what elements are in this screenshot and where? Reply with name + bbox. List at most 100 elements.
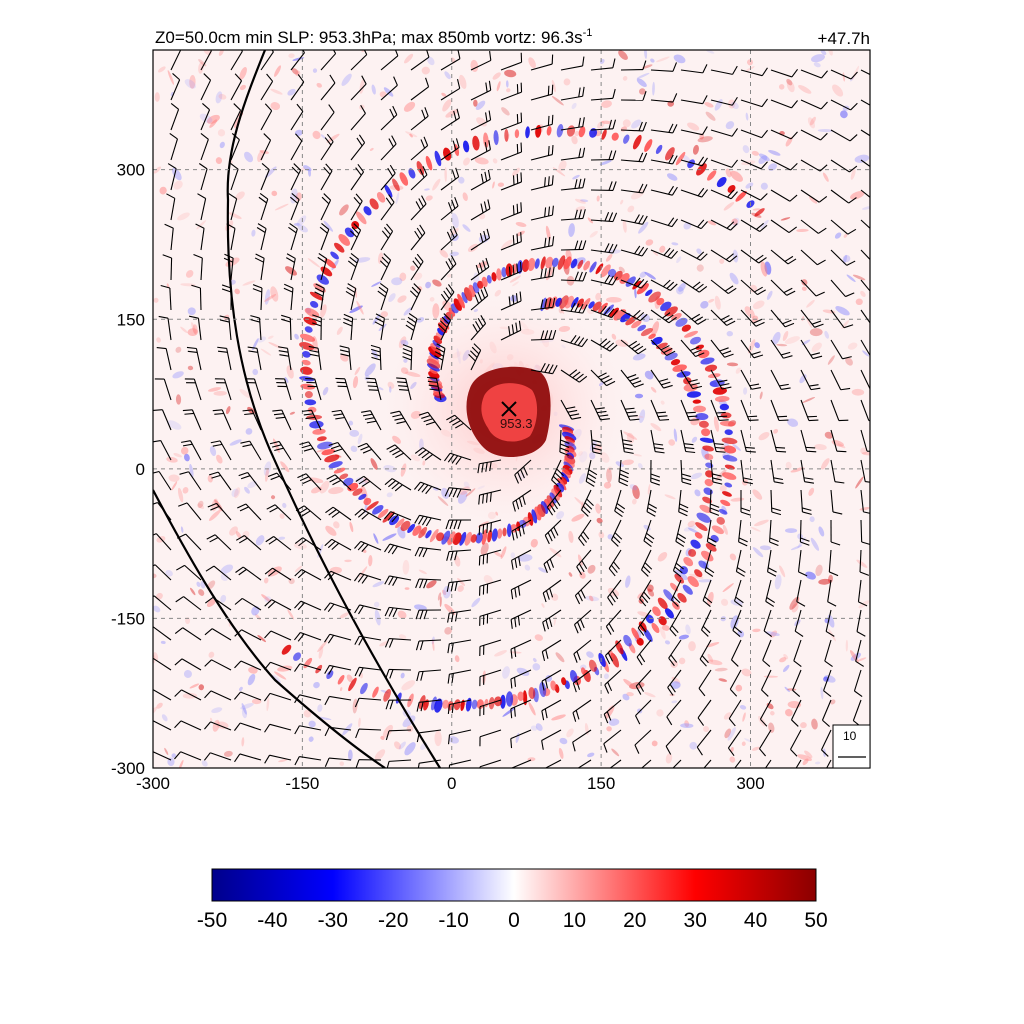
vorticity-speck: [774, 574, 782, 590]
vorticity-speck: [555, 652, 565, 663]
wind-barb: [297, 473, 322, 491]
wind-barb: [446, 549, 472, 561]
vorticity-speck: [213, 390, 227, 396]
vorticity-speck: [694, 489, 701, 497]
wind-barb: [830, 129, 858, 142]
vorticity-speck: [350, 445, 358, 453]
rainband-blob: [611, 132, 619, 141]
wind-barb: [380, 50, 399, 71]
wind-barb: [541, 729, 562, 750]
rainband-blob: [648, 291, 661, 303]
wind-barb: [319, 223, 330, 251]
vorticity-speck: [656, 709, 664, 717]
vorticity-speck: [631, 189, 645, 200]
wind-barb: [365, 377, 382, 401]
vorticity-speck: [259, 150, 270, 154]
wind-barb: [860, 399, 870, 422]
vorticity-speck: [271, 190, 278, 197]
rainband-blob: [531, 509, 538, 524]
vorticity-speck: [837, 443, 846, 449]
vorticity-speck: [577, 554, 583, 566]
vorticity-speck: [595, 292, 602, 301]
vorticity-speck: [770, 711, 775, 716]
vorticity-speck: [622, 75, 628, 81]
vorticity-speck: [811, 718, 818, 730]
rainband-blob: [552, 257, 559, 268]
vorticity-speck: [317, 704, 323, 713]
wind-barb: [204, 659, 232, 671]
wind-barb: [470, 140, 491, 161]
vorticity-speck: [379, 641, 389, 647]
vorticity-speck: [182, 693, 198, 699]
wind-barb: [830, 309, 854, 329]
rainband-blob: [540, 297, 547, 312]
vorticity-speck: [223, 750, 233, 757]
vorticity-speck: [568, 572, 573, 577]
vorticity-speck: [603, 673, 609, 680]
wind-barb: [733, 579, 744, 607]
wind-barb: [710, 279, 737, 295]
wind-barb: [415, 578, 442, 589]
wind-barb: [650, 154, 678, 165]
vorticity-speck: [439, 596, 442, 608]
vorticity-speck: [760, 182, 768, 190]
wind-barb: [670, 579, 682, 607]
wind-barb: [176, 533, 202, 551]
rainband-blob: [686, 391, 702, 398]
wind-barb: [446, 414, 472, 431]
eye-inner: [481, 383, 538, 442]
wind-barb: [235, 566, 262, 581]
vorticity-speck: [516, 667, 530, 676]
vorticity-speck: [743, 387, 748, 395]
vorticity-speck: [312, 130, 321, 140]
wind-barb: [293, 631, 322, 642]
vorticity-speck: [492, 72, 501, 80]
vorticity-speck: [206, 598, 217, 608]
wind-barb: [308, 345, 322, 371]
vorticity-speck: [815, 564, 823, 577]
vorticity-speck: [818, 578, 832, 585]
wind-barb: [414, 447, 442, 461]
rainband-blob: [459, 531, 467, 546]
wind-barb: [604, 669, 622, 694]
vorticity-speck: [282, 502, 287, 508]
wind-barb: [590, 119, 617, 131]
vorticity-speck: [622, 693, 630, 701]
vorticity-speck: [817, 129, 834, 133]
wind-barb: [380, 194, 395, 221]
wind-barb: [530, 329, 557, 341]
rainband-blob: [539, 682, 547, 698]
wind-barb: [760, 669, 772, 697]
wind-barb: [544, 759, 562, 768]
rainband-blob: [382, 511, 395, 523]
vorticity-speck: [474, 157, 489, 165]
vorticity-speck: [308, 477, 324, 484]
x-tick-label: -300: [136, 774, 170, 793]
rainband-blob: [546, 125, 552, 136]
vorticity-speck: [643, 692, 656, 698]
rainband-blob: [430, 696, 437, 711]
vorticity-speck: [758, 155, 768, 165]
plot-frame: [152, 49, 871, 769]
wind-barb: [800, 399, 819, 422]
wind-barb: [667, 669, 682, 696]
wind-barb: [590, 305, 618, 319]
vorticity-speck: [316, 448, 327, 453]
wind-barb: [620, 369, 644, 388]
vorticity-speck: [248, 666, 258, 674]
wind-barb: [193, 253, 203, 281]
coastline-west: [226, 50, 441, 768]
rainband-blob: [550, 680, 557, 691]
vorticity-speck: [405, 131, 418, 138]
rainband-blob: [720, 499, 731, 507]
wind-barb: [800, 369, 821, 391]
wind-barb: [710, 159, 739, 168]
rainband-blob: [299, 342, 315, 351]
wind-barb: [264, 567, 292, 581]
wind-barb: [153, 533, 172, 551]
vorticity-speck: [349, 305, 363, 314]
rainband-blob: [416, 161, 425, 176]
rainband-blob: [588, 659, 597, 672]
rainband-blob: [589, 261, 597, 273]
vorticity-speck: [164, 747, 169, 755]
